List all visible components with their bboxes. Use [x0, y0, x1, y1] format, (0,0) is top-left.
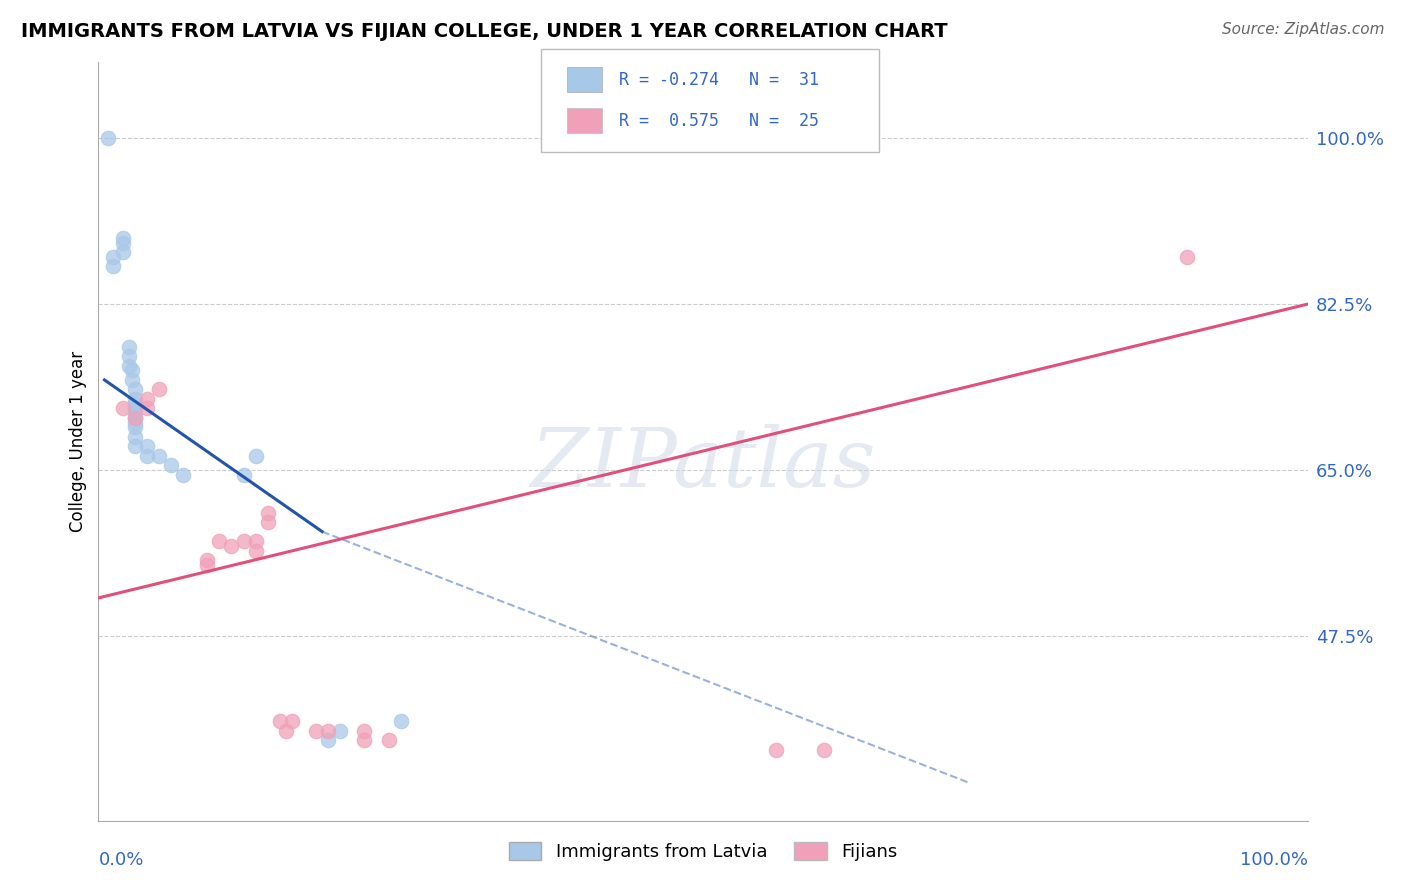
- Point: [245, 543, 267, 558]
- Point: [121, 373, 143, 387]
- Point: [124, 406, 146, 420]
- Point: [329, 723, 352, 738]
- Text: IMMIGRANTS FROM LATVIA VS FIJIAN COLLEGE, UNDER 1 YEAR CORRELATION CHART: IMMIGRANTS FROM LATVIA VS FIJIAN COLLEGE…: [21, 22, 948, 41]
- Point: [97, 131, 120, 145]
- Point: [195, 553, 218, 567]
- Point: [765, 742, 787, 756]
- Point: [221, 539, 243, 553]
- Point: [118, 349, 141, 363]
- Point: [316, 723, 339, 738]
- Point: [195, 558, 218, 572]
- Y-axis label: College, Under 1 year: College, Under 1 year: [69, 351, 87, 533]
- Point: [148, 383, 170, 397]
- Point: [124, 383, 146, 397]
- Point: [118, 340, 141, 354]
- Text: R = -0.274   N =  31: R = -0.274 N = 31: [619, 70, 818, 89]
- Text: 0.0%: 0.0%: [98, 851, 143, 869]
- Text: 100.0%: 100.0%: [1240, 851, 1308, 869]
- Point: [281, 714, 304, 728]
- Point: [124, 420, 146, 434]
- Point: [232, 467, 254, 482]
- Point: [124, 392, 146, 406]
- Point: [813, 742, 835, 756]
- Point: [232, 534, 254, 549]
- Point: [101, 250, 124, 264]
- Point: [111, 235, 134, 250]
- Text: Source: ZipAtlas.com: Source: ZipAtlas.com: [1222, 22, 1385, 37]
- Point: [305, 723, 328, 738]
- Point: [208, 534, 231, 549]
- Point: [124, 397, 146, 411]
- Point: [353, 733, 375, 747]
- Point: [101, 259, 124, 273]
- Point: [111, 245, 134, 260]
- Point: [1175, 250, 1198, 264]
- Point: [111, 401, 134, 416]
- Point: [377, 733, 399, 747]
- Point: [172, 467, 194, 482]
- Text: R =  0.575   N =  25: R = 0.575 N = 25: [619, 112, 818, 130]
- Point: [269, 714, 291, 728]
- Point: [148, 449, 170, 463]
- Point: [353, 723, 375, 738]
- Point: [160, 458, 183, 473]
- Point: [389, 714, 412, 728]
- Point: [121, 363, 143, 377]
- Point: [135, 439, 157, 453]
- Point: [124, 410, 146, 425]
- Point: [111, 231, 134, 245]
- Point: [124, 401, 146, 416]
- Point: [245, 449, 267, 463]
- Point: [135, 392, 157, 406]
- Point: [274, 723, 297, 738]
- Point: [118, 359, 141, 373]
- Point: [124, 439, 146, 453]
- Point: [256, 506, 278, 520]
- Point: [124, 416, 146, 430]
- Point: [124, 430, 146, 444]
- Text: ZIPatlas: ZIPatlas: [530, 425, 876, 504]
- Point: [316, 733, 339, 747]
- Point: [124, 410, 146, 425]
- Point: [135, 401, 157, 416]
- Point: [135, 449, 157, 463]
- Legend: Immigrants from Latvia, Fijians: Immigrants from Latvia, Fijians: [502, 835, 904, 869]
- Point: [245, 534, 267, 549]
- Point: [256, 515, 278, 529]
